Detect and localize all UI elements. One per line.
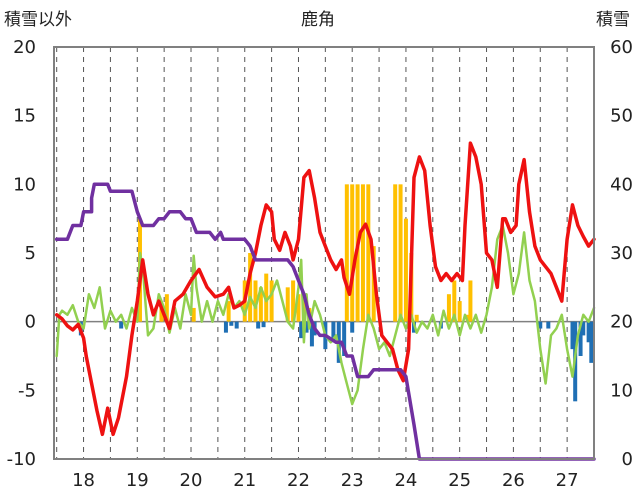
bar (350, 184, 355, 322)
bar (331, 321, 336, 343)
bar (578, 321, 583, 356)
x-tick-label: 22 (287, 470, 310, 491)
x-tick-label: 24 (394, 470, 417, 491)
right-axis-label: 積雪 (596, 10, 630, 30)
grid-lines (54, 47, 595, 459)
x-tick-label: 23 (341, 470, 364, 491)
bar (581, 321, 586, 336)
bar (223, 321, 228, 333)
series-line (54, 182, 596, 461)
y-right-tick-label: 10 (610, 380, 633, 401)
bar (264, 273, 269, 322)
bar (234, 321, 239, 329)
tick-labels: 18 19 20 21 22 23 24 25 26 2720151050-5-106050403… (7, 37, 633, 491)
bar (350, 321, 355, 333)
y-left-tick-label: 5 (25, 243, 36, 264)
line-series (54, 141, 596, 461)
bar (446, 294, 451, 322)
bar (248, 253, 253, 322)
bar (159, 307, 164, 322)
bar (261, 321, 266, 328)
x-tick-label: 25 (448, 470, 471, 491)
series-line (54, 141, 596, 437)
y-right-tick-label: 50 (610, 106, 633, 127)
bar (309, 321, 314, 347)
bar (403, 218, 408, 322)
x-tick-label: 18 (72, 470, 95, 491)
x-tick-label: 27 (556, 470, 579, 491)
bar (119, 321, 124, 329)
bar (226, 301, 231, 322)
bar (465, 314, 470, 322)
bar (253, 280, 258, 322)
y-left-tick-label: 10 (13, 174, 36, 195)
bar (164, 294, 169, 322)
bar (285, 287, 290, 322)
y-right-tick-label: 60 (610, 37, 633, 58)
bar (538, 321, 543, 329)
bar (398, 184, 403, 322)
bar (191, 307, 196, 322)
bar (342, 321, 347, 356)
bar (299, 321, 304, 339)
x-tick-label: 21 (233, 470, 256, 491)
bar (414, 314, 419, 322)
y-left-tick-label: 0 (25, 312, 36, 333)
x-tick-label: 26 (502, 470, 525, 491)
x-tick-label: 19 (126, 470, 149, 491)
chart-title: 鹿角 (301, 10, 335, 30)
bar (586, 321, 591, 343)
bar (256, 321, 261, 329)
bar (258, 287, 263, 322)
y-right-tick-label: 0 (622, 449, 633, 470)
bar (468, 280, 473, 322)
bar (546, 321, 551, 329)
y-left-tick-label: 20 (13, 37, 36, 58)
y-right-tick-label: 20 (610, 312, 633, 333)
bar (291, 280, 296, 322)
y-left-tick-label: -10 (7, 449, 36, 470)
bar (457, 301, 462, 322)
y-right-tick-label: 40 (610, 174, 633, 195)
bar (360, 184, 365, 322)
y-right-tick-label: 30 (610, 243, 633, 264)
bar (393, 184, 398, 322)
bar (570, 321, 575, 350)
bar (589, 321, 594, 363)
bar (366, 184, 371, 322)
left-axis-label: 積雪以外 (4, 10, 72, 30)
x-tick-label: 20 (180, 470, 203, 491)
y-left-tick-label: -5 (18, 380, 36, 401)
plot-area (53, 46, 595, 460)
bar (344, 184, 349, 322)
bar (304, 321, 309, 333)
bar (452, 280, 457, 322)
bar (296, 294, 301, 322)
y-left-tick-label: 15 (13, 106, 36, 127)
bar (269, 280, 274, 322)
bar (229, 321, 234, 326)
